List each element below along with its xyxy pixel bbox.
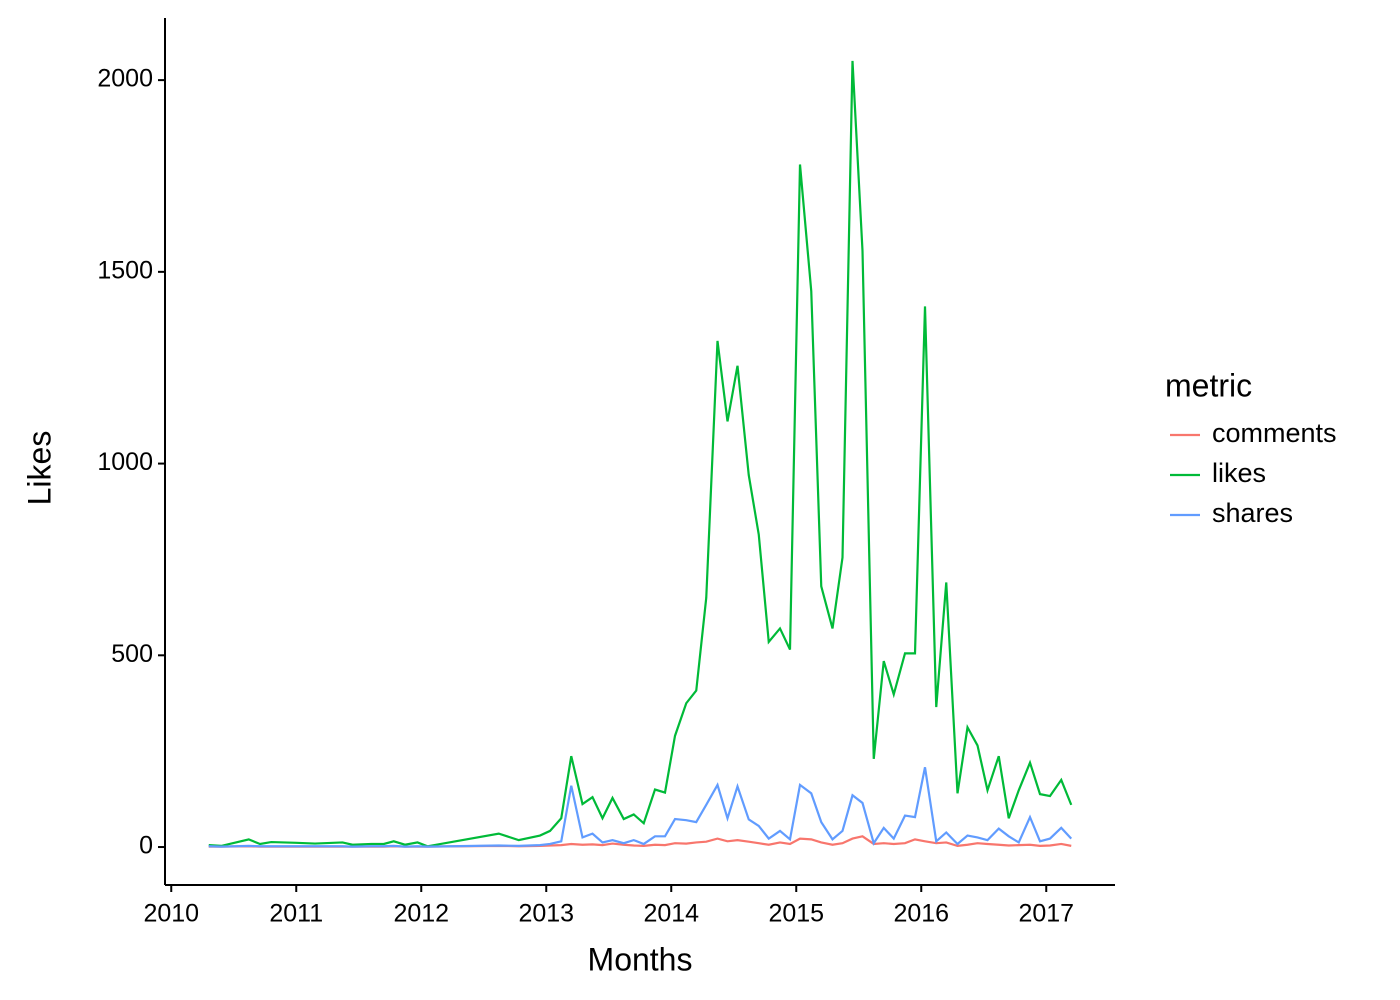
series-line <box>208 767 1073 848</box>
x-tick-label: 2015 <box>768 900 824 928</box>
y-tick-label: 1000 <box>97 448 153 476</box>
legend-title: metric <box>1165 367 1252 403</box>
x-tick-label: 2011 <box>269 900 323 928</box>
x-tick-label: 2012 <box>393 900 449 928</box>
x-tick-label: 2013 <box>518 900 574 928</box>
y-tick-label: 2000 <box>97 65 153 93</box>
y-tick-label: 1500 <box>97 256 153 284</box>
legend-label: shares <box>1212 498 1293 528</box>
y-axis-title: Likes <box>21 431 57 506</box>
x-tick-label: 2010 <box>143 900 199 928</box>
y-tick-label: 500 <box>111 640 153 668</box>
x-tick-label: 2016 <box>893 900 949 928</box>
x-axis-title: Months <box>588 941 693 977</box>
x-tick-label: 2017 <box>1018 900 1074 928</box>
legend-label: likes <box>1212 458 1266 488</box>
series-line <box>208 60 1073 848</box>
x-tick-label: 2014 <box>643 900 699 928</box>
legend-label: comments <box>1212 418 1337 448</box>
y-tick-label: 0 <box>139 832 153 860</box>
